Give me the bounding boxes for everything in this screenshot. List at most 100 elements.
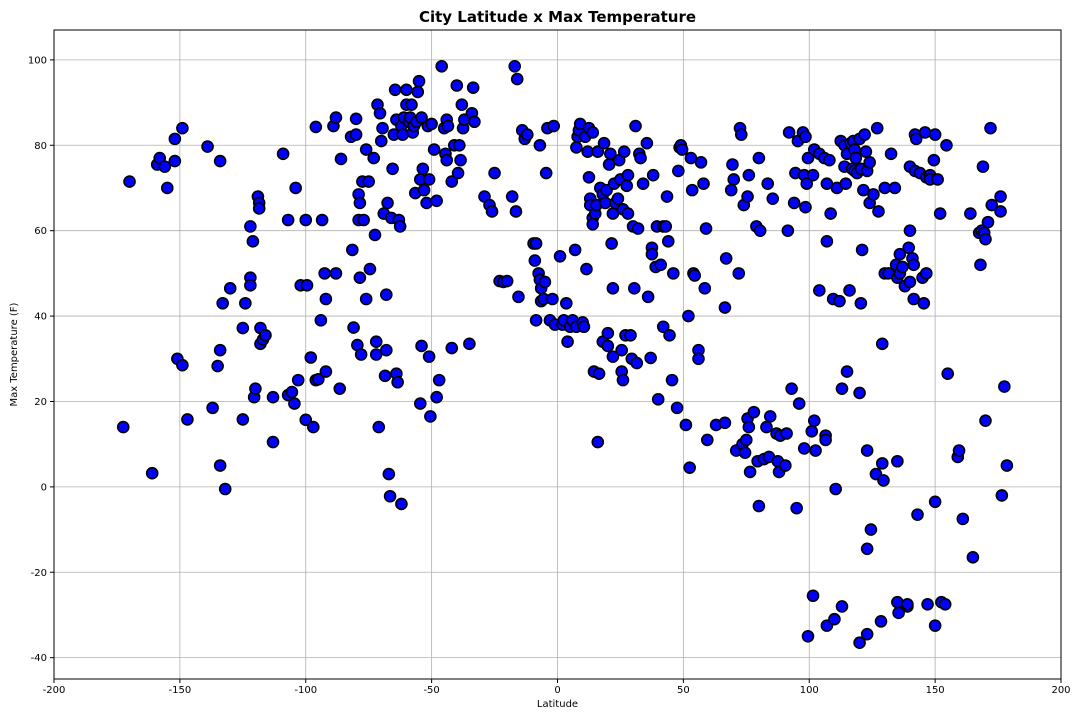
data-point	[752, 151, 766, 165]
data-point	[819, 433, 832, 447]
data-point	[547, 119, 561, 133]
data-point	[624, 328, 637, 342]
data-point	[181, 413, 194, 426]
data-point	[505, 190, 519, 203]
data-point	[782, 126, 796, 139]
data-point	[300, 279, 314, 292]
data-point	[570, 141, 583, 154]
data-point	[378, 369, 392, 383]
data-point	[560, 296, 573, 310]
data-point	[875, 337, 889, 351]
data-point	[928, 619, 942, 632]
data-point	[699, 222, 713, 235]
data-point	[726, 158, 739, 171]
data-point	[833, 294, 846, 308]
data-point	[858, 128, 871, 141]
data-point	[909, 132, 923, 146]
data-point	[252, 202, 266, 215]
data-point	[979, 414, 992, 427]
data-point	[417, 183, 431, 197]
data-point	[160, 181, 174, 195]
data-point	[259, 328, 272, 342]
data-point	[546, 292, 559, 306]
data-point	[766, 192, 780, 205]
data-point	[412, 74, 426, 88]
data-point	[896, 260, 909, 274]
data-point	[509, 205, 523, 218]
data-point	[435, 59, 448, 73]
data-point	[427, 143, 441, 156]
y-tick-label: -20	[31, 568, 47, 579]
data-point	[450, 79, 464, 92]
data-point	[216, 296, 229, 310]
data-point	[785, 382, 798, 395]
data-point	[353, 196, 367, 210]
data-point	[743, 465, 757, 479]
data-point	[667, 267, 680, 280]
x-tick-label: 0	[554, 685, 560, 696]
data-point	[454, 153, 467, 167]
data-point	[799, 200, 812, 214]
data-point	[363, 262, 377, 276]
x-tick-label: -200	[43, 685, 66, 696]
data-point	[863, 156, 876, 169]
data-point	[591, 435, 605, 449]
data-point	[422, 350, 436, 363]
data-point	[289, 181, 302, 195]
data-point	[928, 128, 942, 141]
gridlines	[53, 30, 1062, 679]
data-point	[659, 220, 673, 233]
data-point	[679, 418, 693, 432]
data-point	[698, 282, 712, 295]
data-point	[864, 523, 878, 536]
data-point	[276, 147, 290, 161]
data-point	[940, 138, 953, 152]
data-point	[672, 164, 685, 178]
data-point	[561, 335, 574, 348]
data-point	[430, 194, 443, 208]
data-point	[675, 143, 689, 156]
data-point	[510, 72, 524, 86]
data-point	[329, 267, 343, 280]
data-point	[738, 446, 752, 460]
data-point	[761, 177, 775, 191]
data-point	[400, 83, 413, 97]
data-point	[349, 112, 363, 126]
data-point	[853, 386, 866, 400]
data-point	[800, 177, 814, 191]
data-point	[577, 320, 591, 334]
data-point	[605, 237, 618, 250]
data-point	[244, 220, 257, 233]
data-point	[654, 258, 668, 272]
data-point	[299, 413, 313, 427]
data-point	[644, 351, 657, 365]
data-point	[500, 274, 514, 288]
data-point	[512, 290, 525, 304]
data-point	[859, 145, 873, 158]
data-point	[396, 128, 409, 141]
data-point	[670, 401, 684, 415]
y-tick-label: 40	[34, 312, 47, 323]
data-point	[329, 111, 343, 124]
data-point	[823, 153, 836, 167]
data-point	[780, 427, 793, 440]
data-point	[353, 271, 367, 284]
data-point	[979, 232, 992, 246]
data-point	[291, 373, 305, 387]
data-point	[801, 630, 815, 643]
data-point	[382, 467, 396, 481]
data-point	[634, 151, 647, 165]
data-point	[213, 154, 227, 168]
data-point	[391, 375, 404, 389]
data-point	[956, 512, 970, 526]
data-point	[854, 296, 868, 310]
data-point	[359, 292, 373, 306]
data-point	[415, 339, 428, 353]
data-point	[288, 397, 301, 410]
data-point	[688, 269, 702, 282]
data-point	[304, 351, 318, 364]
data-point	[533, 138, 547, 152]
data-point	[176, 358, 189, 372]
data-point	[682, 309, 695, 323]
